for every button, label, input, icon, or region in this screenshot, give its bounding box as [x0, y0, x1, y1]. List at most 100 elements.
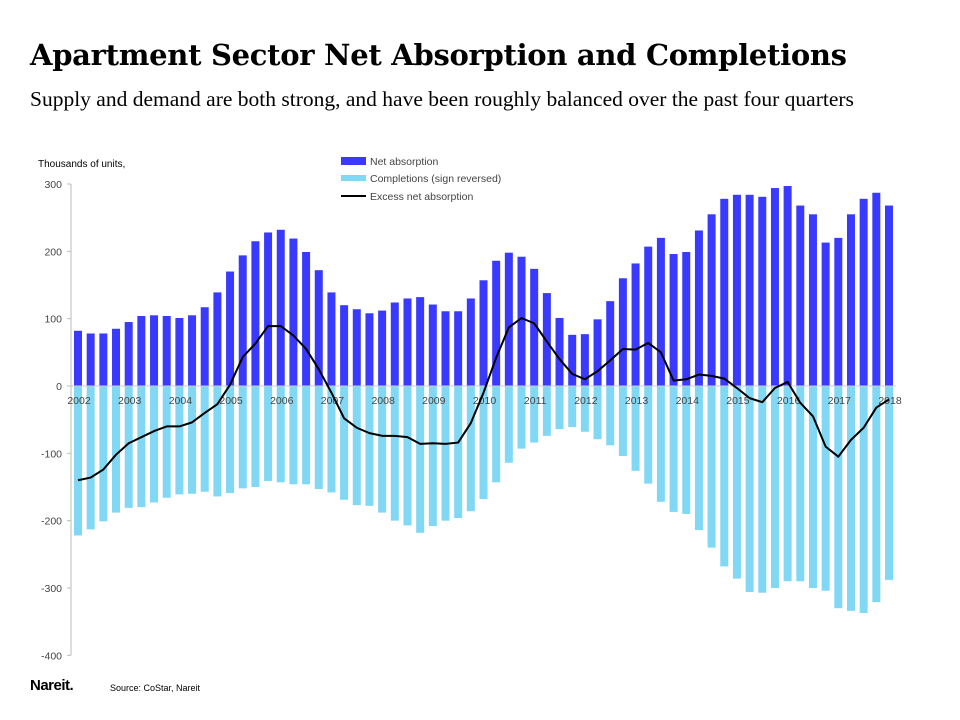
net-absorption-bar	[732, 194, 741, 386]
net-absorption-bar	[720, 198, 729, 386]
net-absorption-bar	[314, 270, 323, 386]
completions-bar	[492, 386, 501, 483]
y-tick-label: -100	[41, 448, 62, 460]
completions-bar	[162, 386, 171, 498]
net-absorption-bar	[644, 246, 653, 386]
net-absorption-bar	[213, 292, 222, 386]
page-title: Apartment Sector Net Absorption and Comp…	[30, 38, 847, 72]
completions-bar	[758, 386, 767, 593]
page-subtitle: Supply and demand are both strong, and h…	[30, 87, 854, 111]
x-tick-label: 2005	[219, 395, 243, 407]
y-tick-label: -200	[41, 516, 62, 528]
x-tick-label: 2002	[67, 395, 91, 407]
x-tick-label: 2012	[574, 395, 598, 407]
net-absorption-bar	[137, 315, 146, 386]
completions-bar	[694, 386, 703, 531]
net-absorption-bar	[580, 334, 589, 386]
completions-bar	[403, 386, 412, 526]
completions-bar	[504, 386, 513, 463]
y-tick-label: 200	[44, 246, 62, 258]
legend-swatch-net-absorption	[341, 157, 366, 165]
net-absorption-bar	[251, 241, 260, 386]
completions-bar	[542, 386, 551, 436]
net-absorption-bar	[416, 297, 425, 386]
completions-bar	[783, 386, 792, 582]
completions-bar	[885, 386, 893, 580]
net-absorption-bar	[555, 317, 564, 386]
completions-bar	[416, 386, 425, 533]
net-absorption-bar	[378, 310, 387, 386]
completions-bar	[276, 386, 285, 483]
legend-label-excess: Excess net absorption	[370, 191, 473, 203]
completions-bar	[517, 386, 526, 449]
net-absorption-bar	[175, 317, 184, 386]
x-tick-label: 2017	[828, 395, 852, 407]
net-absorption-bar	[188, 315, 197, 386]
completions-bar	[644, 386, 653, 484]
x-axis: 2002 2003 2004 2005 2006 2007 2008 2009 2010 2011…	[67, 385, 902, 407]
net-absorption-bar	[74, 330, 82, 386]
net-absorption-bar	[340, 305, 349, 386]
net-absorption-bar	[758, 196, 767, 386]
completions-bar	[213, 386, 222, 497]
completions-bar	[340, 386, 349, 500]
completions-bar	[150, 386, 159, 503]
x-tick-label: 2013	[625, 395, 649, 407]
completions-bar	[821, 386, 830, 591]
x-tick-label: 2009	[422, 395, 446, 407]
net-absorption-bar	[669, 254, 678, 386]
net-absorption-bar	[390, 302, 399, 386]
y-tick-label: 0	[56, 381, 62, 393]
x-tick-label: 2011	[524, 395, 547, 407]
net-absorption-bar	[859, 198, 868, 386]
legend-label-completions: Completions (sign reversed)	[370, 173, 501, 185]
completions-bar	[441, 386, 450, 521]
net-absorption-bar	[631, 263, 640, 386]
completions-bar	[264, 386, 273, 481]
net-absorption-bar	[86, 333, 95, 386]
net-absorption-bar	[302, 252, 311, 386]
completions-bar	[770, 386, 779, 588]
net-absorption-bar	[124, 322, 133, 386]
completions-bar	[834, 386, 843, 609]
y-axis-label: Thousands of units,	[38, 159, 125, 170]
line-series	[77, 316, 890, 482]
completions-bar	[137, 386, 146, 508]
completions-bar	[251, 386, 260, 487]
net-absorption-bar	[441, 311, 450, 386]
net-absorption-bar	[150, 315, 159, 386]
legend-label-net-absorption: Net absorption	[370, 156, 438, 168]
net-absorption-bar	[264, 232, 273, 386]
completions-bar	[365, 386, 374, 506]
completions-bar	[466, 386, 475, 512]
x-tick-label: 2014	[676, 395, 700, 407]
completions-bar	[732, 386, 741, 579]
net-absorption-bar	[365, 313, 374, 386]
completions-bar	[872, 386, 881, 603]
completions-bar	[631, 386, 640, 471]
net-absorption-bar	[783, 186, 792, 386]
net-absorption-bar	[162, 315, 171, 386]
completions-bar	[86, 386, 95, 530]
completions-bar	[555, 386, 564, 430]
completions-bar	[479, 386, 488, 500]
completions-bar	[226, 386, 235, 494]
completions-bar	[175, 386, 184, 495]
net-absorption-bar	[428, 304, 437, 386]
source-note: Source: CoStar, Nareit	[110, 683, 201, 693]
legend-swatch-completions	[341, 175, 366, 181]
net-absorption-bar	[808, 214, 817, 386]
net-absorption-bar	[682, 252, 691, 386]
net-absorption-bar	[238, 255, 247, 386]
excess-net-absorption-line	[77, 316, 890, 482]
completions-bar	[796, 386, 805, 582]
net-absorption-bar	[618, 278, 627, 386]
net-absorption-bar	[568, 334, 577, 386]
y-tick-label: 100	[44, 314, 62, 326]
y-axis: 300 200 100 0 -100 -200 -300 -400	[41, 179, 72, 662]
completions-bar	[238, 386, 247, 489]
y-tick-label: 300	[44, 179, 62, 191]
completions-bar	[352, 386, 361, 506]
net-absorption-bar	[694, 230, 703, 386]
